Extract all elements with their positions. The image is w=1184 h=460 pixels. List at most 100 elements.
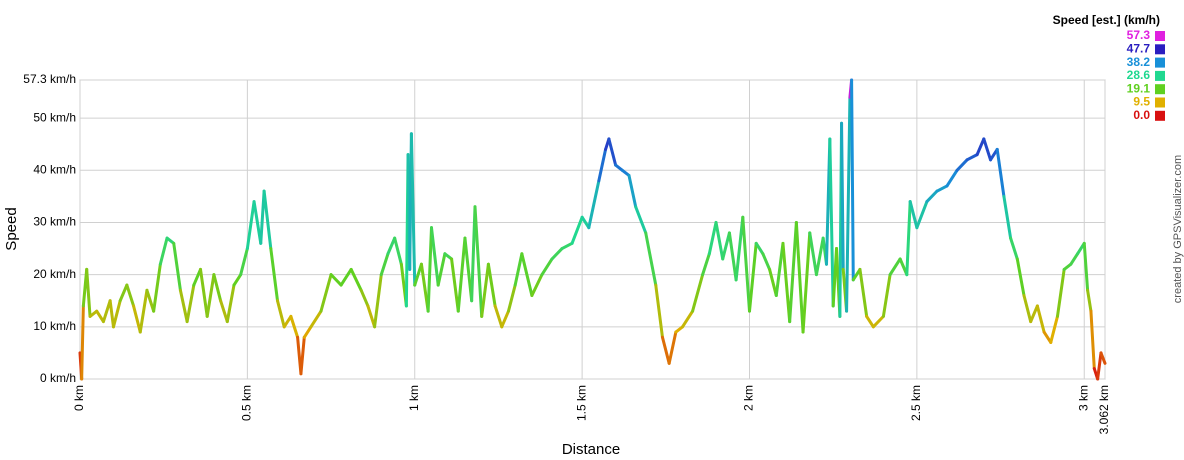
speed-segment <box>329 273 343 287</box>
speed-segment <box>379 252 390 277</box>
speed-segment <box>289 314 300 339</box>
speed-segment <box>276 299 286 329</box>
speed-segment <box>881 273 892 318</box>
y-tick-label: 10 km/h <box>33 319 76 333</box>
legend-label: 47.7 <box>1127 41 1151 55</box>
speed-segment <box>413 262 423 287</box>
speed-segment <box>349 267 363 292</box>
speed-segment <box>319 273 333 313</box>
speed-segment <box>627 173 638 209</box>
speed-segment <box>299 335 306 376</box>
speed-segment <box>1035 304 1046 334</box>
speed-segment <box>761 252 772 271</box>
speed-segment <box>245 200 256 251</box>
speed-segment <box>282 314 293 329</box>
speed-segment <box>995 147 1006 198</box>
speed-segment <box>450 257 460 313</box>
y-tick-label: 0 km/h <box>40 371 76 385</box>
speed-segment <box>727 231 738 282</box>
y-tick-label: 20 km/h <box>33 267 76 281</box>
speed-segment <box>845 95 852 313</box>
y-tick-label: 40 km/h <box>33 162 76 176</box>
speed-segment <box>587 179 601 230</box>
speed-segment <box>429 226 440 287</box>
y-tick-label: 30 km/h <box>33 215 76 229</box>
speed-segment <box>865 314 875 329</box>
credit: created by GPSVisualizer.com <box>1172 155 1184 303</box>
x-tick-label: 2 km <box>742 385 756 411</box>
legend-swatch <box>1155 97 1165 108</box>
legend-swatch <box>1155 70 1165 81</box>
speed-segment <box>386 236 397 256</box>
speed-segment <box>908 200 919 230</box>
speed-segment <box>801 231 812 334</box>
speed-segment <box>262 189 273 251</box>
speed-segment <box>925 189 939 204</box>
speed-segment <box>1029 304 1039 324</box>
speed-segment <box>225 283 236 324</box>
speed-segment <box>1089 309 1096 371</box>
speed-segment <box>486 262 497 308</box>
speed-segment <box>660 335 671 365</box>
speed-segment <box>945 168 959 188</box>
y-tick-label: 50 km/h <box>33 110 76 124</box>
speed-segment <box>111 299 122 329</box>
speed-segment <box>1042 330 1053 344</box>
legend-swatch <box>1155 57 1165 68</box>
speed-segment <box>138 288 149 334</box>
speed-segment <box>747 241 758 313</box>
speed-segment <box>840 121 845 271</box>
speed-segment <box>436 252 447 287</box>
x-tick-label: 1.5 km <box>574 385 588 421</box>
speed-segment <box>1015 257 1026 298</box>
speed-segment <box>814 236 825 277</box>
speed-segment <box>373 273 383 329</box>
plot-area <box>79 79 1106 380</box>
speed-segment <box>513 252 524 287</box>
legend-label: 19.1 <box>1127 81 1151 95</box>
speed-segment <box>456 236 467 313</box>
speed-segment <box>1009 236 1019 261</box>
speed-segment <box>681 309 695 329</box>
speed-segment <box>714 220 725 261</box>
speed-segment <box>850 78 855 282</box>
x-tick-label: 1 km <box>407 385 421 411</box>
speed-segment <box>500 309 510 329</box>
speed-segment <box>302 325 313 339</box>
x-tick-label: 2.5 km <box>909 385 923 421</box>
speed-segment <box>1002 194 1013 240</box>
speed-segment <box>426 226 433 313</box>
speed-segment <box>132 304 142 334</box>
speed-segment <box>975 137 986 157</box>
speed-segment <box>1049 314 1059 344</box>
speed-segment <box>530 273 544 298</box>
speed-segment <box>366 304 377 329</box>
speed-segment <box>634 205 648 235</box>
speed-segment <box>520 252 534 298</box>
y-axis-title: Speed <box>3 207 20 250</box>
speed-segment <box>721 231 731 261</box>
speed-segment <box>871 314 885 329</box>
legend-label: 38.2 <box>1127 55 1151 69</box>
speed-segment <box>158 236 169 266</box>
x-tick-label: 0 km <box>72 385 86 411</box>
speed-segment <box>473 205 484 318</box>
speed-segment <box>145 288 156 313</box>
speed-segment <box>754 241 765 256</box>
speed-segment <box>935 184 949 193</box>
speed-segment <box>339 267 353 287</box>
speed-segment <box>85 267 92 318</box>
speed-segment <box>232 273 243 287</box>
speed-segment <box>691 273 705 313</box>
speed-segment <box>393 236 403 266</box>
speed-segment <box>560 241 574 251</box>
speed-segment <box>219 299 229 324</box>
speed-segment <box>570 215 584 245</box>
speed-segment <box>480 262 490 318</box>
x-tick-label: 0.5 km <box>240 385 254 421</box>
x-tick-label: 3.062 km <box>1097 385 1111 434</box>
speed-segment <box>252 200 263 245</box>
speed-segment <box>95 309 105 324</box>
speed-segment <box>152 262 162 313</box>
